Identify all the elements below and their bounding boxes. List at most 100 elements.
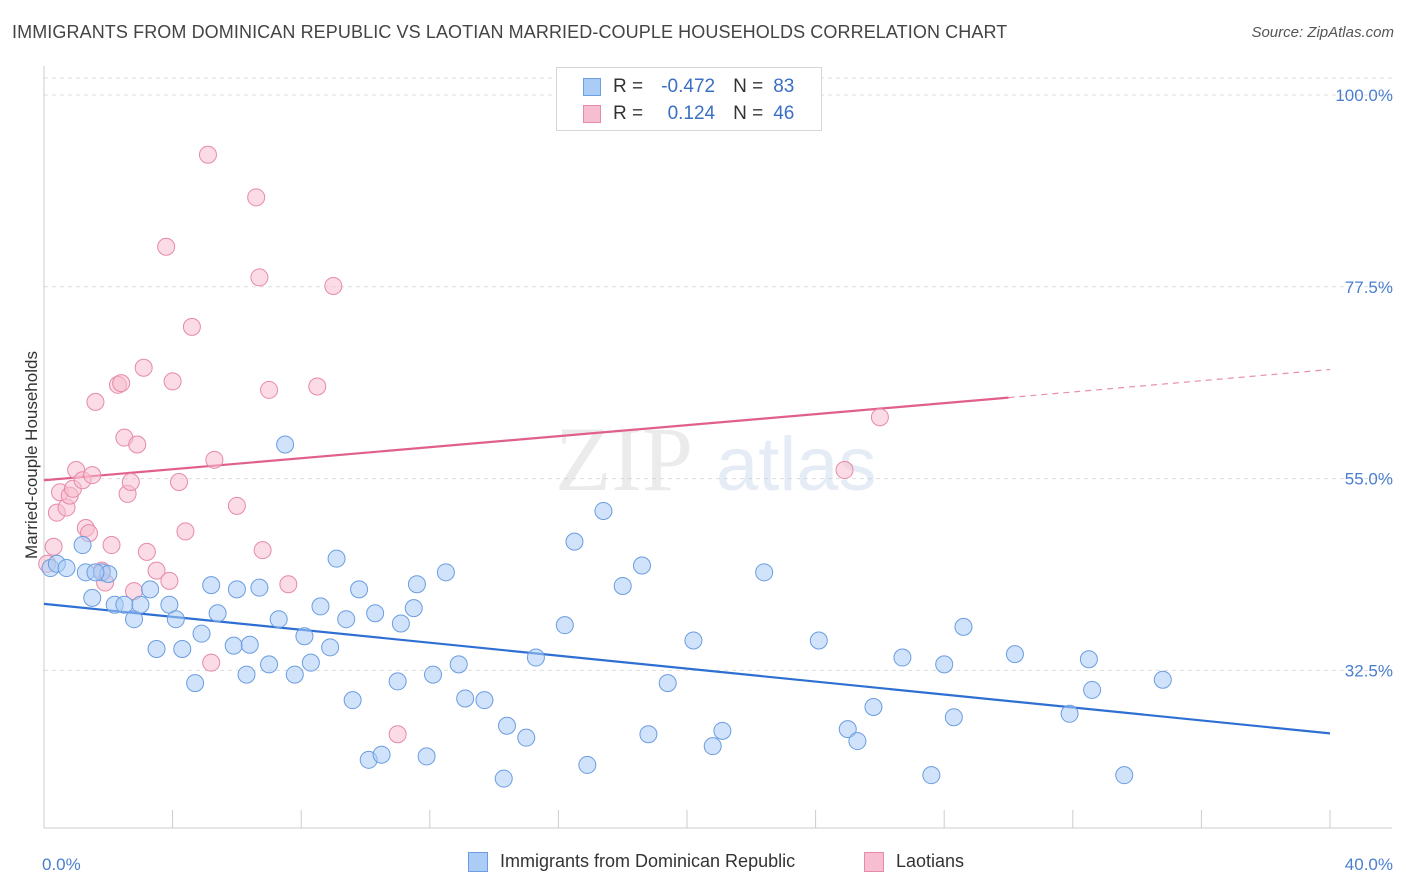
watermark-atlas: atlas — [716, 422, 877, 507]
point-dominican — [922, 766, 941, 785]
point-laotians — [324, 276, 343, 295]
points-laotians — [38, 145, 889, 744]
watermark-zip: ZIP — [555, 408, 693, 510]
source-label: Source: ZipAtlas.com — [1251, 24, 1394, 41]
bottom-legend-dominican: Immigrants from Dominican Republic — [468, 851, 795, 872]
grid-lines — [44, 77, 1392, 671]
legend-swatch-pink — [583, 105, 601, 123]
point-dominican — [1005, 645, 1024, 664]
legend-r-label: R = — [613, 103, 644, 124]
legend-n-label: N = — [733, 76, 764, 97]
point-dominican — [115, 595, 134, 614]
point-laotians — [163, 372, 182, 391]
point-dominican — [449, 655, 468, 674]
point-dominican — [809, 631, 828, 650]
point-laotians — [160, 571, 179, 590]
legend-r-label: R = — [613, 76, 644, 97]
point-laotians — [247, 188, 266, 207]
point-laotians — [170, 472, 189, 491]
trend-lines-dominican — [43, 602, 1331, 735]
point-dominican — [260, 655, 279, 674]
trend-lines-laotians — [43, 368, 1331, 482]
legend-r-value: 0.124 — [667, 103, 716, 124]
point-dominican — [497, 716, 516, 735]
point-laotians — [128, 435, 147, 454]
point-laotians — [227, 496, 246, 515]
point-dominican — [755, 563, 774, 582]
point-dominican — [1060, 704, 1079, 723]
point-dominican — [388, 672, 407, 691]
point-dominican — [526, 648, 545, 667]
point-dominican — [343, 691, 362, 710]
point-dominican — [639, 725, 658, 744]
y-axis-label: Married-couple Households — [22, 351, 41, 559]
point-dominican — [327, 549, 346, 568]
point-dominican — [864, 697, 883, 716]
point-dominican — [944, 708, 963, 727]
point-dominican — [578, 755, 597, 774]
legend: R = -0.472 N = 83 R = 0.124 N = 46 — [556, 67, 822, 131]
x-tick-label-max: 40.0% — [1345, 855, 1393, 874]
point-laotians — [388, 725, 407, 744]
point-dominican — [407, 575, 426, 594]
point-dominican — [517, 728, 536, 747]
legend-r-value: -0.472 — [661, 76, 716, 97]
trend-line-laotians — [43, 396, 1009, 482]
y-tick-label: 77.5% — [1345, 278, 1393, 297]
point-dominican — [703, 737, 722, 756]
point-laotians — [198, 145, 217, 164]
point-dominican — [494, 769, 513, 788]
point-dominican — [350, 580, 369, 599]
legend-row-dominican: R = -0.472 N = 83 — [557, 74, 794, 100]
point-laotians — [308, 377, 327, 396]
point-laotians — [86, 392, 105, 411]
point-dominican — [250, 578, 269, 597]
point-laotians — [250, 268, 269, 287]
trend-line-laotians-extension — [1008, 368, 1331, 399]
point-dominican — [565, 532, 584, 551]
point-dominican — [713, 721, 732, 740]
legend-n-value: 83 — [773, 76, 795, 97]
point-dominican — [555, 616, 574, 635]
point-dominican — [276, 435, 295, 454]
bottom-legend-label-dominican: Immigrants from Dominican Republic — [500, 851, 796, 871]
point-dominican — [57, 559, 76, 578]
point-dominican — [436, 563, 455, 582]
point-dominican — [141, 580, 160, 599]
point-dominican — [337, 610, 356, 629]
chart-title: IMMIGRANTS FROM DOMINICAN REPUBLIC VS LA… — [12, 22, 1008, 42]
point-dominican — [131, 595, 150, 614]
point-laotians — [147, 561, 166, 580]
point-dominican — [285, 665, 304, 684]
point-dominican — [73, 536, 92, 555]
point-laotians — [134, 358, 153, 377]
tick-labels: 32.5% 55.0% 77.5% 100.0% 0.0% 40.0% — [42, 86, 1393, 874]
point-laotians — [157, 237, 176, 256]
point-dominican — [632, 556, 651, 575]
point-dominican — [658, 674, 677, 693]
point-dominican — [1153, 670, 1172, 689]
legend-row-laotians: R = 0.124 N = 46 — [557, 101, 794, 127]
point-dominican — [424, 665, 443, 684]
point-dominican — [391, 614, 410, 633]
point-dominican — [166, 610, 185, 629]
point-dominican — [594, 501, 613, 520]
point-dominican — [475, 691, 494, 710]
point-dominican — [237, 665, 256, 684]
axes — [43, 66, 1392, 829]
point-dominican — [240, 635, 259, 654]
point-laotians — [835, 461, 854, 480]
y-tick-label: 100.0% — [1335, 86, 1393, 105]
point-dominican — [1083, 680, 1102, 699]
point-laotians — [202, 653, 221, 672]
point-laotians — [176, 522, 195, 541]
point-laotians — [137, 542, 156, 561]
point-dominican — [935, 655, 954, 674]
point-dominican — [186, 674, 205, 693]
point-dominican — [227, 580, 246, 599]
point-dominican — [295, 627, 314, 646]
trend-line-dominican — [43, 602, 1331, 735]
point-dominican — [893, 648, 912, 667]
bottom-legend-swatch-blue — [468, 851, 488, 872]
